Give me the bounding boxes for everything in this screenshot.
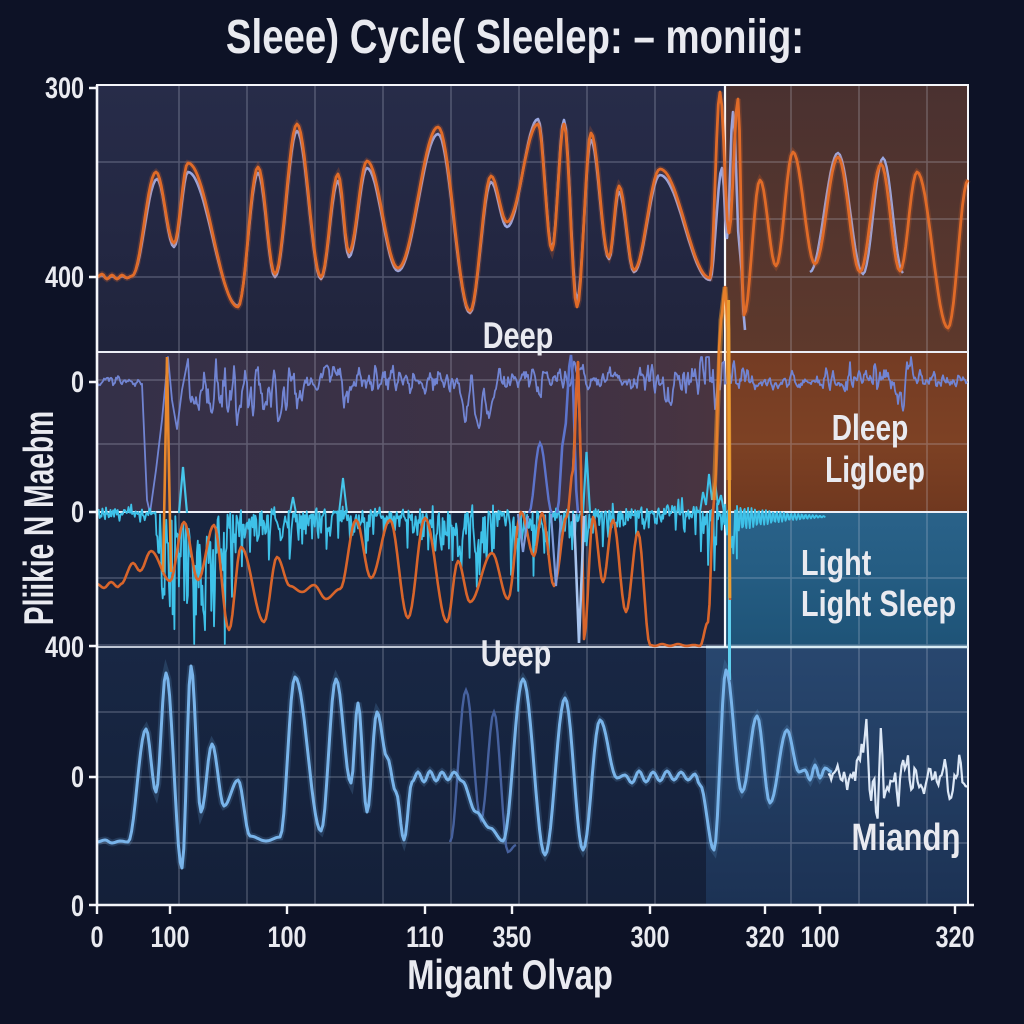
svg-text:100: 100 <box>267 920 306 953</box>
svg-text:Pliikie N Maebm: Pliikie N Maebm <box>15 411 62 625</box>
svg-text:400: 400 <box>45 630 84 663</box>
svg-text:100: 100 <box>150 920 189 953</box>
svg-text:0: 0 <box>71 495 84 528</box>
svg-text:Ueep: Ueep <box>481 634 552 675</box>
svg-text:100: 100 <box>800 920 839 953</box>
svg-text:Deep: Deep <box>483 316 554 357</box>
svg-text:Sleee) Cycle( Sleelep: – monii: Sleee) Cycle( Sleelep: – moniig: <box>226 11 804 64</box>
svg-text:Migant Olvap: Migant Olvap <box>407 951 613 998</box>
svg-text:320: 320 <box>745 920 784 953</box>
svg-text:0: 0 <box>90 920 103 953</box>
svg-text:Ligloep: Ligloep <box>825 450 925 490</box>
svg-text:400: 400 <box>45 260 84 293</box>
svg-text:Light Sleep: Light Sleep <box>801 583 956 624</box>
svg-text:320: 320 <box>935 920 974 953</box>
svg-text:300: 300 <box>45 71 84 104</box>
svg-text:0: 0 <box>71 760 84 793</box>
svg-text:Light: Light <box>801 542 871 583</box>
svg-text:Miandŋ: Miandŋ <box>851 817 960 859</box>
svg-text:350: 350 <box>492 920 531 953</box>
svg-text:0: 0 <box>71 365 84 398</box>
svg-text:Dleep: Dleep <box>832 408 908 448</box>
svg-text:0: 0 <box>71 889 84 922</box>
svg-text:110: 110 <box>406 920 444 953</box>
svg-text:300: 300 <box>630 920 669 953</box>
